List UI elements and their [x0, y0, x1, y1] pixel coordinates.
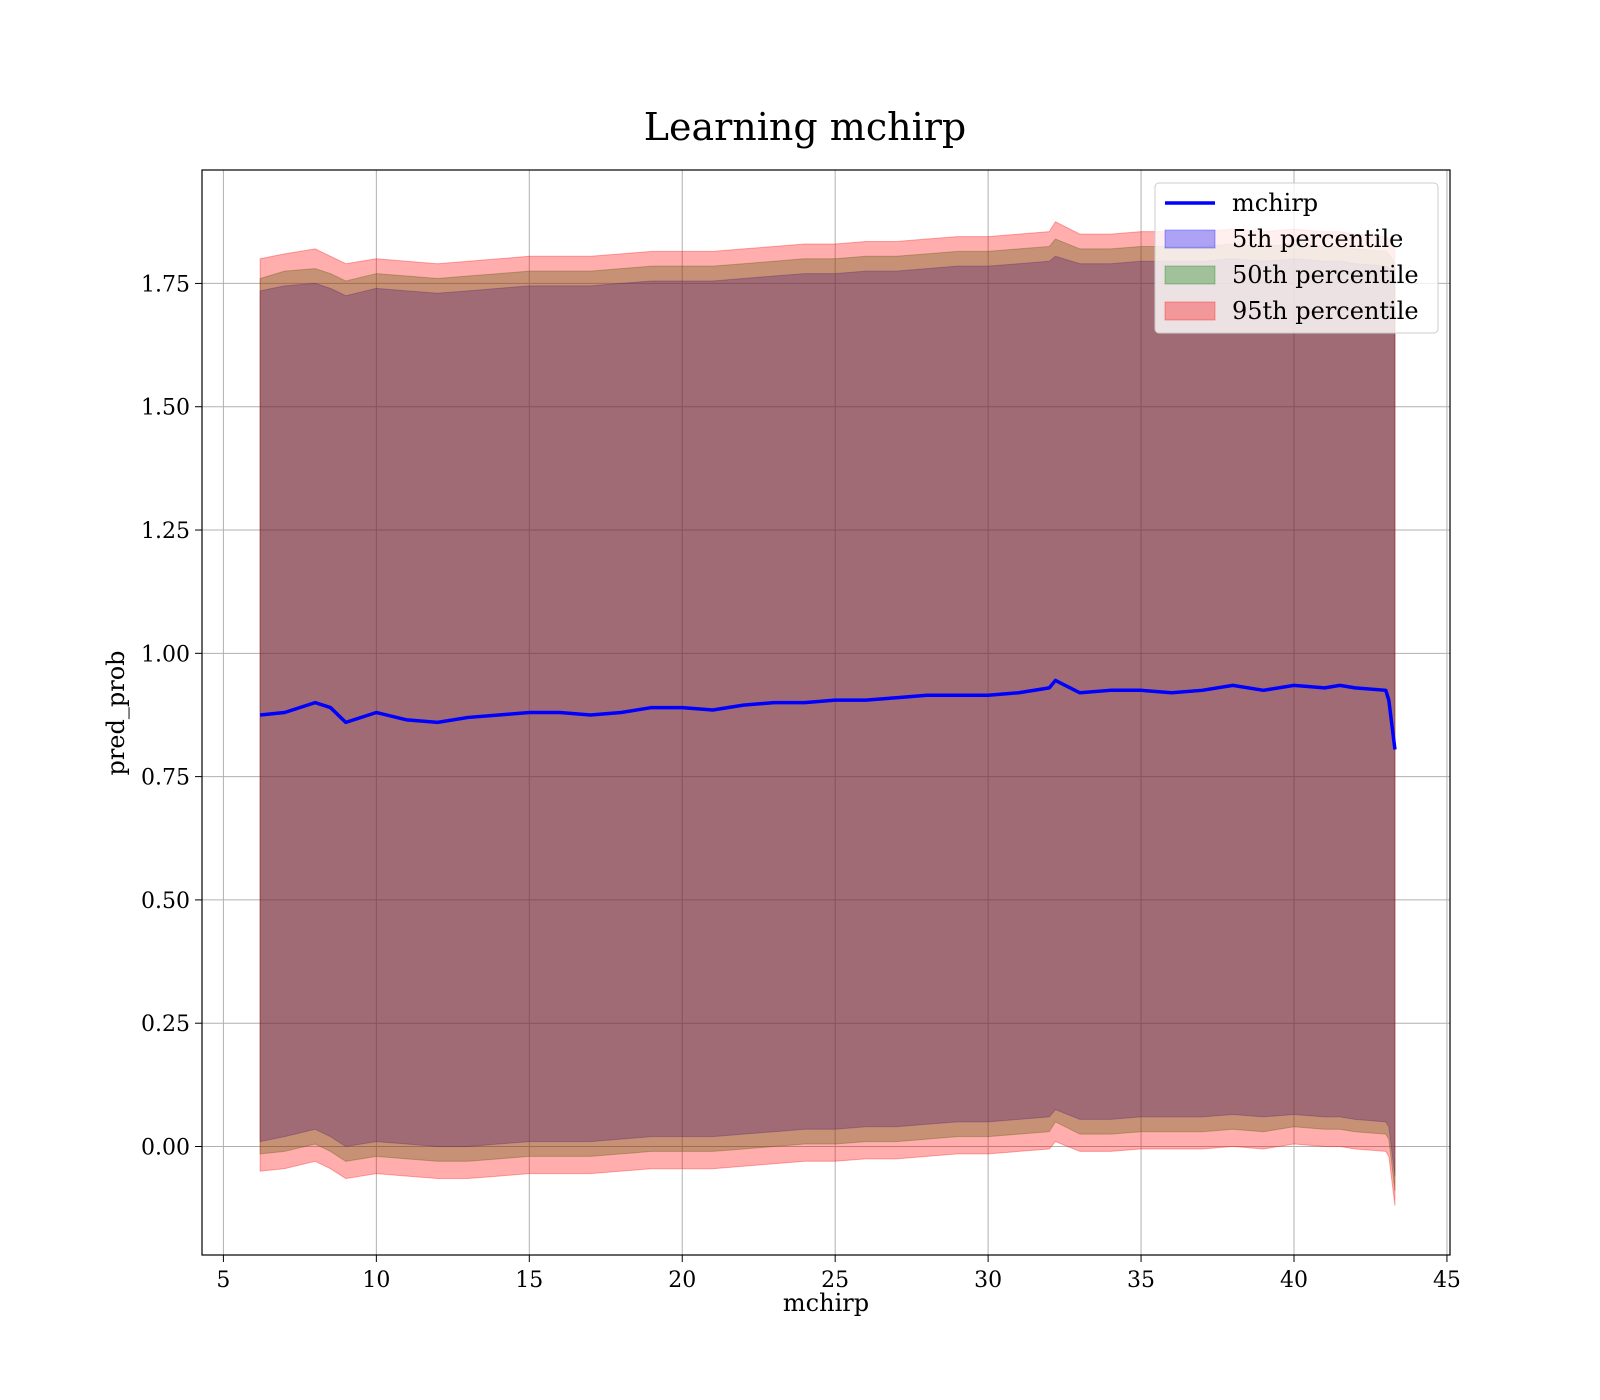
y-tick-label: 0.00 [141, 1136, 190, 1161]
percentile-bands [259, 221, 1396, 1206]
legend-label: mchirp [1232, 189, 1318, 217]
x-tick-label: 30 [974, 1268, 1002, 1293]
legend-swatch [1164, 229, 1216, 249]
y-tick-label: 1.25 [141, 519, 190, 544]
x-tick-label: 35 [1127, 1268, 1155, 1293]
plot-frame [201, 169, 1451, 1256]
x-tick-label: 45 [1433, 1268, 1461, 1293]
legend-swatch [1164, 265, 1216, 285]
y-axis-label: pred_prob [102, 650, 130, 775]
x-axis-ticks: 5 10 15 20 25 30 35 40 45 [216, 1255, 1461, 1293]
y-tick-label: 1.50 [141, 396, 190, 421]
series-lines [259, 678, 1397, 750]
chart-title: Learning mchirp [644, 105, 966, 149]
x-axis-label: mchirp [783, 1289, 869, 1317]
y-tick-label: 1.00 [141, 642, 190, 667]
band-95th-percentile [259, 221, 1396, 1206]
y-tick-label: 1.75 [141, 272, 190, 297]
line-mchirp [259, 678, 1397, 750]
y-tick-label: 0.75 [141, 766, 190, 791]
y-tick-label: 0.25 [141, 1012, 190, 1037]
y-axis-ticks: 0.00 0.25 0.50 0.75 1.00 1.25 1.50 1.75 [141, 272, 202, 1161]
band-5th-percentile [259, 255, 1396, 1177]
x-tick-label: 20 [668, 1268, 696, 1293]
grid [202, 170, 1450, 1255]
x-tick-label: 25 [821, 1268, 849, 1293]
legend-label: 95th percentile [1232, 297, 1419, 325]
y-tick-label: 0.50 [141, 889, 190, 914]
x-tick-label: 5 [216, 1268, 230, 1293]
x-tick-label: 40 [1280, 1268, 1308, 1293]
legend-label: 50th percentile [1232, 261, 1419, 289]
legend: mchirp 5th percentile 50th percentile 95th … [1154, 182, 1439, 334]
legend-label: 5th percentile [1232, 225, 1403, 253]
x-tick-label: 10 [362, 1268, 390, 1293]
legend-box [1154, 182, 1439, 334]
legend-swatch [1164, 301, 1216, 321]
x-tick-label: 15 [515, 1268, 543, 1293]
band-50th-percentile [259, 238, 1396, 1191]
